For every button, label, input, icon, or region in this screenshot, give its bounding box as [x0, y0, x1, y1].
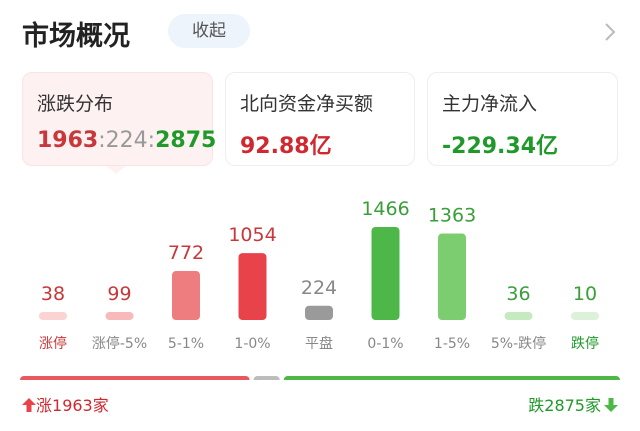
bar-value-label: 224: [301, 277, 337, 299]
bar: [438, 233, 466, 320]
down-summary: 跌2875家: [528, 392, 618, 416]
bar: [238, 253, 267, 320]
up-count: 1963: [37, 128, 99, 153]
bar: [105, 312, 134, 320]
distribution-chart: 38 涨停 99 涨停-5% 772 5-1% 1054 1-0% 224 平盘 1466 0-1% 1…: [20, 198, 620, 380]
flat-count: 224: [105, 128, 148, 153]
count: 1963: [52, 396, 93, 415]
separator: :: [147, 128, 156, 153]
bar-value-label: 1363: [428, 205, 476, 227]
category-label: 涨停: [39, 335, 67, 352]
unit: 家: [92, 396, 109, 415]
category-label: 5%-跌停: [491, 335, 546, 352]
bar: [305, 305, 333, 320]
card-value: 1963:224:2875: [37, 128, 216, 153]
category-label: 0-1%: [367, 336, 403, 352]
mainflow-card[interactable]: 主力净流入 -229.34亿: [427, 72, 618, 166]
bar: [39, 312, 67, 320]
bar-value-label: 1466: [361, 198, 409, 220]
down-arrow: [604, 398, 618, 412]
separator: :: [98, 128, 106, 153]
card-value: 92.88亿: [240, 134, 332, 159]
category-label: 涨停-5%: [92, 335, 147, 352]
card-title: 涨跌分布: [37, 93, 114, 115]
bar: [371, 227, 400, 320]
northbound-card[interactable]: 北向资金净买额 92.88亿: [225, 72, 415, 166]
breadth-segment: [283, 376, 620, 380]
collapse-button[interactable]: 收起: [168, 14, 250, 48]
count: 2875: [544, 396, 585, 415]
category-label: 5-1%: [168, 336, 204, 352]
bar-value-label: 38: [41, 283, 65, 305]
chevron-icon[interactable]: [600, 20, 620, 44]
bar: [571, 312, 599, 320]
breadth-card[interactable]: 涨跌分布 1963:224:2875: [22, 72, 216, 166]
bar-value-label: 36: [506, 283, 530, 305]
unit: 家: [584, 396, 601, 415]
card-value: -229.34亿: [442, 134, 559, 159]
prefix: 跌: [528, 396, 545, 415]
card-title: 主力净流入: [442, 93, 538, 115]
category-label: 平盘: [305, 335, 333, 352]
breadth-segment: [20, 376, 250, 380]
bar: [172, 271, 200, 320]
bar-value-label: 772: [168, 242, 204, 264]
category-label: 1-0%: [234, 336, 270, 352]
bar-value-label: 99: [107, 283, 131, 305]
breadth-segment: [253, 376, 280, 380]
bar: [504, 312, 533, 320]
category-label: 跌停: [571, 335, 599, 352]
up-summary: 涨1963家: [22, 392, 109, 416]
bar-value-label: 10: [573, 283, 597, 305]
up-arrow: [22, 398, 36, 412]
down-count: 2875: [155, 128, 217, 153]
page-title: 市场概况: [22, 21, 130, 52]
category-label: 1-5%: [434, 336, 470, 352]
prefix: 涨: [36, 396, 53, 415]
card-title: 北向资金净买额: [240, 93, 374, 115]
bar-value-label: 1054: [228, 224, 276, 246]
card-pointer: [104, 164, 128, 174]
